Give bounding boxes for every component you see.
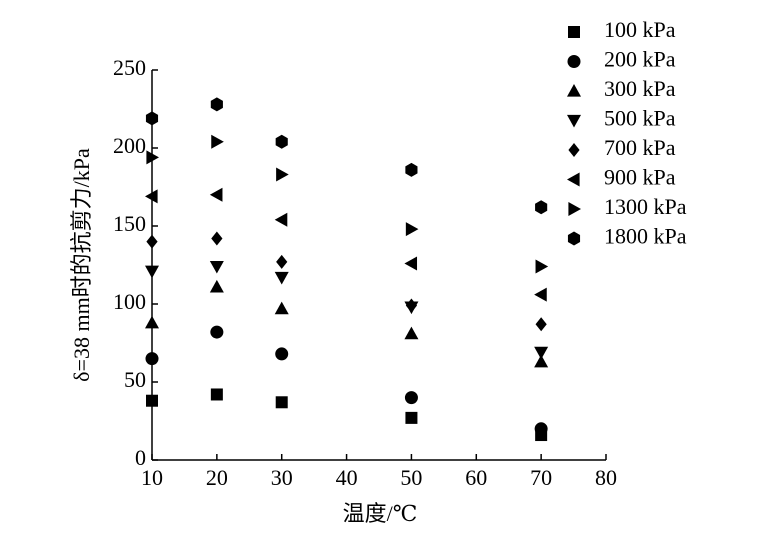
legend-label: 500 kPa (604, 106, 676, 131)
marker (145, 352, 159, 366)
marker (535, 317, 547, 332)
y-tick-label: 250 (113, 55, 146, 80)
marker (535, 200, 548, 215)
marker (211, 231, 223, 246)
marker (534, 287, 547, 302)
marker (405, 162, 418, 177)
marker (210, 97, 223, 112)
marker (274, 271, 289, 285)
x-tick-label: 20 (206, 465, 228, 490)
marker (405, 411, 418, 424)
marker (567, 55, 581, 68)
marker (145, 189, 158, 204)
marker (404, 326, 419, 340)
marker (535, 259, 549, 274)
marker (275, 396, 288, 409)
marker (209, 279, 224, 293)
marker (405, 298, 418, 313)
marker (567, 231, 581, 246)
marker (568, 26, 580, 38)
legend-label: 200 kPa (604, 47, 676, 72)
y-tick-label: 0 (135, 445, 146, 470)
x-tick-label: 40 (336, 465, 358, 490)
marker (145, 315, 159, 329)
marker (145, 265, 159, 279)
x-tick-label: 10 (141, 465, 163, 490)
marker (275, 347, 289, 361)
marker (145, 111, 159, 126)
y-tick-label: 50 (124, 367, 146, 392)
marker (275, 134, 288, 149)
marker (405, 222, 419, 237)
x-tick-label: 80 (595, 465, 617, 490)
marker (146, 234, 158, 249)
marker (568, 143, 580, 157)
marker (567, 114, 581, 128)
y-tick-label: 150 (113, 211, 146, 236)
marker (276, 254, 288, 269)
marker (211, 134, 224, 149)
marker (210, 325, 224, 339)
legend-label: 100 kPa (604, 17, 676, 42)
x-tick-label: 30 (271, 465, 293, 490)
x-axis-label: 温度/℃ (343, 501, 418, 526)
legend-label: 1300 kPa (604, 194, 687, 219)
marker (210, 388, 223, 401)
y-tick-label: 100 (113, 289, 146, 314)
marker (567, 84, 581, 97)
marker (276, 167, 289, 182)
marker (404, 391, 418, 405)
marker (274, 212, 288, 227)
marker (209, 260, 224, 274)
x-tick-label: 70 (530, 465, 552, 490)
x-tick-label: 60 (465, 465, 487, 490)
marker (146, 394, 158, 407)
marker (534, 422, 548, 436)
marker (568, 202, 581, 216)
marker (274, 301, 289, 315)
marker (534, 354, 549, 368)
legend-label: 700 kPa (604, 135, 676, 160)
x-tick-label: 50 (400, 465, 422, 490)
marker (404, 256, 418, 271)
marker (534, 346, 549, 360)
marker (209, 187, 223, 202)
legend-label: 900 kPa (604, 165, 676, 190)
y-axis-label: δ=38 mm时的抗剪力/kPa (69, 148, 94, 382)
marker (567, 172, 580, 187)
legend-label: 300 kPa (604, 76, 676, 101)
y-tick-label: 200 (113, 133, 146, 158)
marker (146, 150, 159, 165)
legend-label: 1800 kPa (604, 224, 687, 249)
